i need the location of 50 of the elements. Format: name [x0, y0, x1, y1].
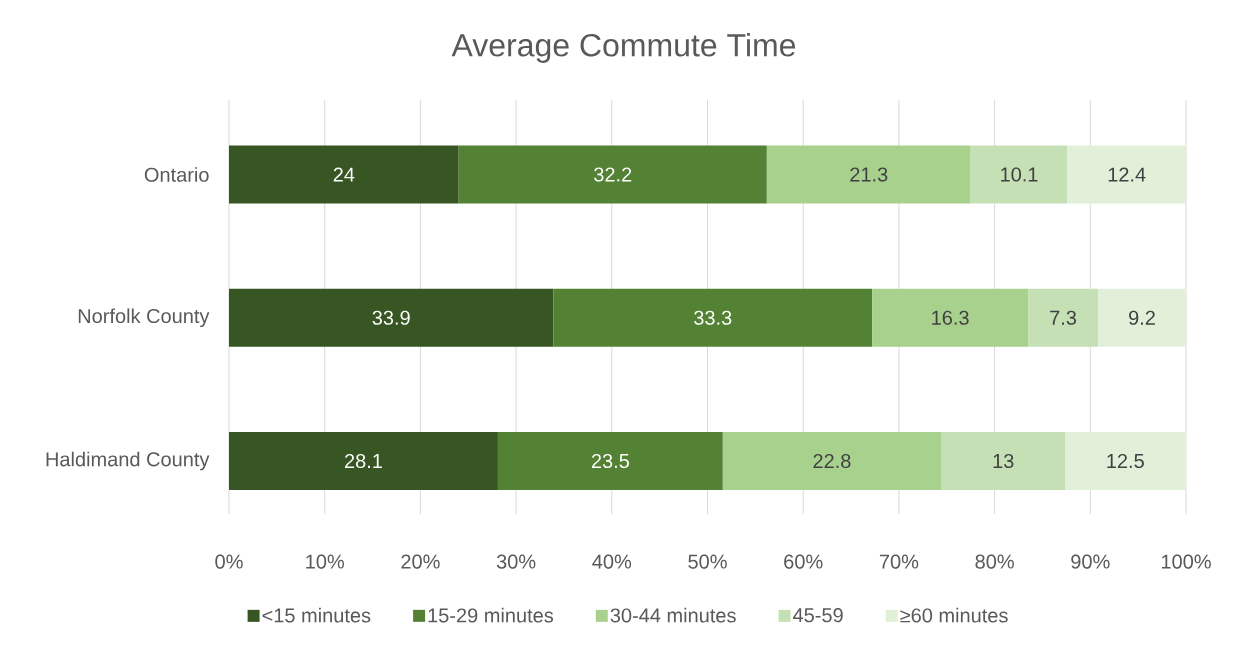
x-tick-label: 10%	[306, 554, 345, 569]
bar	[229, 288, 554, 347]
x-tick-label: 30%	[496, 554, 536, 569]
data-label: 7.3	[1050, 310, 1077, 325]
bar	[970, 145, 1068, 204]
x-tick-label: 90%	[1071, 554, 1110, 569]
data-label: 21.3	[850, 167, 888, 182]
bar	[229, 432, 498, 490]
data-label: 32.2	[594, 167, 632, 182]
data-label: 24	[333, 167, 355, 182]
y-tick-label: Haldimand County	[46, 451, 210, 471]
legend-label: 30-44 minutes	[610, 607, 736, 623]
bar	[1067, 145, 1187, 204]
legend-label: 45-59	[792, 608, 843, 623]
chart-title: Average Commute Time	[451, 33, 796, 63]
x-tick-label: 20%	[401, 554, 440, 569]
x-tick-label: 70%	[879, 554, 919, 569]
legend-label: ≥60 minutes	[900, 607, 1008, 623]
data-label: 33.9	[372, 310, 410, 325]
legend-label: 15-29 minutes	[428, 607, 554, 623]
bar	[941, 432, 1066, 490]
x-tick-label: 0%	[215, 554, 243, 569]
bar	[872, 288, 1029, 347]
bar	[766, 145, 971, 204]
data-label: 9.2	[1129, 310, 1155, 325]
x-tick-label: 40%	[592, 554, 632, 569]
y-tick-label: Norfolk County	[78, 308, 210, 328]
data-label: 16.3	[932, 310, 969, 325]
data-label: 13	[993, 453, 1014, 469]
data-label: 10.1	[1001, 167, 1038, 182]
bar	[458, 145, 767, 204]
data-label: 28.1	[345, 453, 382, 469]
bar	[1097, 288, 1187, 347]
y-tick-label: Ontario	[144, 167, 209, 182]
data-label: 12.4	[1108, 167, 1146, 182]
x-tick-label: 100%	[1161, 554, 1211, 569]
bar	[497, 432, 723, 490]
x-tick-label: 60%	[784, 554, 823, 569]
bar	[1028, 288, 1098, 347]
data-label: 22.8	[813, 453, 851, 469]
data-label: 33.3	[694, 310, 732, 325]
bar	[229, 145, 459, 204]
bar	[553, 288, 873, 347]
bar	[1065, 432, 1186, 490]
data-label: 23.5	[591, 453, 629, 469]
x-tick-label: 50%	[688, 554, 727, 569]
bar	[722, 432, 942, 490]
data-label: 12.5	[1107, 453, 1144, 469]
legend-label: <15 minutes	[262, 607, 371, 623]
x-tick-label: 80%	[975, 554, 1014, 569]
